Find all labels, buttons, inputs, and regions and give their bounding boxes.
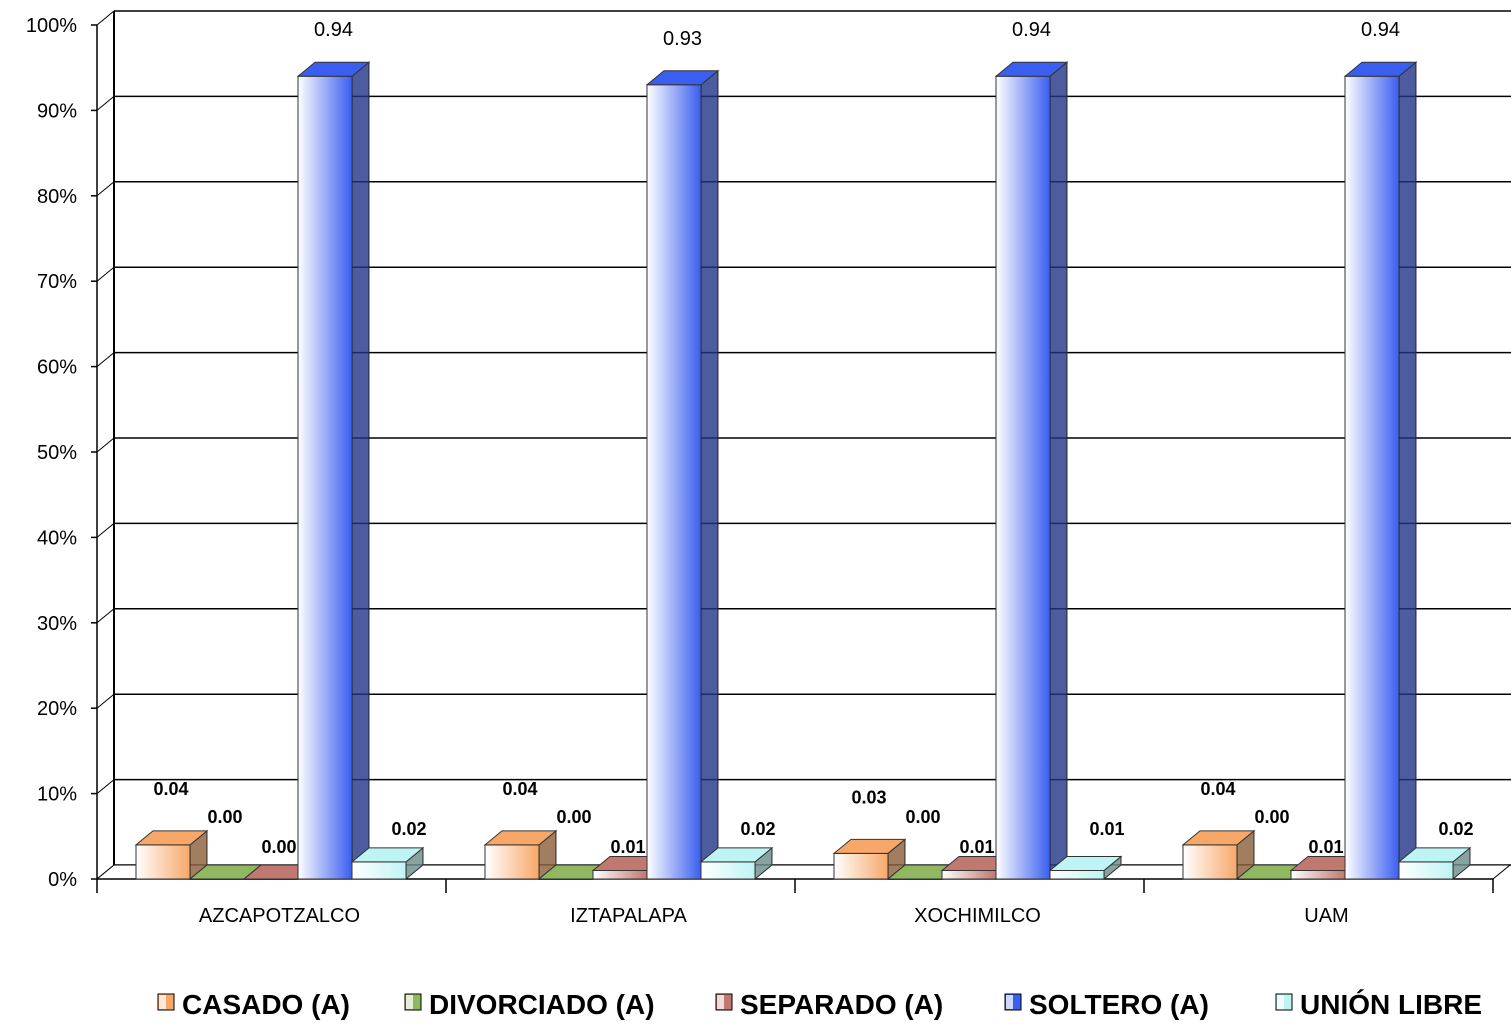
data-label: 0.03 [851, 787, 886, 807]
gridline-depth [96, 779, 115, 794]
legend-label: UNIÓN LIBRE [1300, 989, 1482, 1020]
data-labels: 0.04 0.00 0.00 0.94 0.02 0.04 0.00 0.01 0.93 0.02… [153, 19, 1473, 857]
legend-item: SEPARADO (A) [715, 989, 943, 1020]
x-category-label: AZCAPOTZALCO [199, 905, 360, 927]
bar [699, 846, 774, 881]
bar [994, 61, 1069, 881]
gridline-depth [96, 10, 115, 26]
legend-label: SEPARADO (A) [740, 989, 943, 1020]
data-label: 0.00 [1254, 807, 1289, 827]
gridline-depth [96, 181, 115, 197]
data-label: 0.00 [261, 837, 296, 857]
data-label: 0.00 [556, 807, 591, 827]
y-tick-label: 40% [37, 527, 77, 549]
y-tick-label: 70% [37, 271, 77, 293]
axes: 0% 10% 20% 30% 40% 50% 60% 70% 80% 90% 100% AZCAPOT… [26, 15, 1494, 927]
data-label: 0.00 [905, 807, 940, 827]
bar [1397, 846, 1472, 881]
data-label: 0.94 [1361, 19, 1400, 41]
data-label: 0.93 [663, 28, 702, 50]
data-label: 0.01 [1089, 819, 1124, 839]
gridline-depth [96, 523, 115, 538]
legend-item: SOLTERO (A) [1004, 989, 1209, 1020]
gridline-depth [96, 96, 115, 111]
legend-label: DIVORCIADO (A) [429, 989, 655, 1020]
bar [134, 829, 209, 881]
legend-label: CASADO (A) [182, 989, 350, 1020]
bar [645, 69, 720, 881]
data-label: 0.01 [610, 837, 645, 857]
data-label: 0.02 [1438, 819, 1473, 839]
legend-item: CASADO (A) [157, 989, 350, 1020]
legend: CASADO (A) DIVORCIADO (A) SEPARADO (A) SOLT… [157, 989, 1482, 1020]
data-label: 0.01 [1308, 837, 1343, 857]
data-label: 0.02 [740, 819, 775, 839]
bar [350, 846, 425, 881]
y-tick-label: 50% [37, 442, 77, 464]
bar [1181, 829, 1256, 881]
y-tick-label: 60% [37, 357, 77, 379]
data-label: 0.04 [153, 779, 188, 799]
bar [242, 864, 317, 880]
y-tick-label: 20% [37, 698, 77, 720]
data-label: 0.04 [502, 779, 537, 799]
gridline-depth [96, 693, 115, 709]
data-label: 0.02 [391, 819, 426, 839]
y-tick-label: 10% [37, 784, 77, 806]
bar [483, 829, 558, 881]
bar [1048, 855, 1123, 881]
x-category-label: XOCHIMILCO [914, 905, 1041, 927]
data-label: 0.94 [314, 19, 353, 41]
bar [832, 838, 907, 881]
bar [1343, 61, 1418, 881]
y-tick-label: 90% [37, 100, 77, 122]
data-label: 0.04 [1200, 779, 1235, 799]
data-label: 0.00 [207, 807, 242, 827]
y-tick-label: 30% [37, 613, 77, 635]
legend-item: UNIÓN LIBRE [1275, 989, 1482, 1020]
gridline-depth [96, 352, 115, 367]
y-tick-label: 80% [37, 186, 77, 208]
y-tick-label: 100% [26, 15, 77, 37]
data-label: 0.94 [1012, 19, 1051, 41]
x-category-label: UAM [1304, 905, 1348, 927]
data-label: 0.01 [959, 837, 994, 857]
gridline-depth [96, 437, 115, 453]
x-category-label: IZTAPALAPA [570, 905, 687, 927]
legend-item: DIVORCIADO (A) [404, 989, 655, 1020]
bars [134, 61, 1472, 881]
bar [296, 61, 371, 881]
gridline-depth [96, 266, 115, 282]
y-tick-label: 0% [48, 869, 77, 891]
legend-label: SOLTERO (A) [1029, 989, 1209, 1020]
gridline-depth [96, 608, 115, 624]
